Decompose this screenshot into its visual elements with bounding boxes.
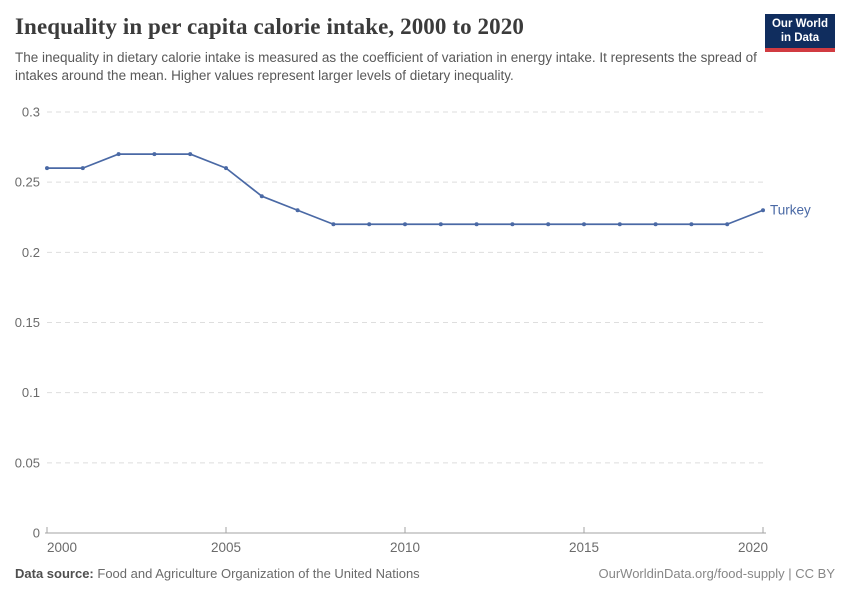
- attribution-link[interactable]: OurWorldinData.org/food-supply | CC BY: [598, 566, 835, 581]
- data-point: [617, 222, 622, 227]
- y-tick-label: 0.15: [15, 315, 40, 330]
- owid-logo-line1: Our World: [771, 18, 828, 30]
- data-point: [331, 222, 336, 227]
- y-tick-label: 0.2: [22, 245, 40, 260]
- data-point: [725, 222, 730, 227]
- series-end-label: Turkey: [770, 203, 811, 218]
- data-point: [546, 222, 551, 227]
- chart-title: Inequality in per capita calorie intake,…: [15, 14, 524, 39]
- x-tick-label: 2005: [211, 540, 241, 555]
- data-point: [80, 166, 85, 171]
- y-tick-label: 0.05: [15, 455, 40, 470]
- data-source-value: Food and Agriculture Organization of the…: [97, 566, 420, 581]
- data-point: [761, 208, 765, 213]
- data-point: [224, 166, 228, 171]
- x-tick-label: 2010: [390, 540, 420, 555]
- data-point: [45, 166, 49, 171]
- chart-footer: Data source: Food and Agriculture Organi…: [15, 566, 835, 582]
- data-point: [188, 152, 193, 157]
- data-point: [116, 152, 121, 157]
- data-point: [152, 152, 157, 157]
- x-tick-label: 2015: [569, 540, 599, 555]
- data-point: [653, 222, 658, 227]
- data-point: [403, 222, 407, 227]
- data-source-label: Data source:: [15, 566, 94, 581]
- owid-logo-line2: in Data: [780, 31, 820, 44]
- data-source: Data source: Food and Agriculture Organi…: [15, 566, 420, 582]
- chart-header: Inequality in per capita calorie intake,…: [15, 12, 765, 84]
- data-point: [510, 222, 515, 227]
- data-point: [367, 222, 372, 227]
- data-point: [689, 222, 694, 227]
- owid-logo: Our World in Data: [764, 14, 835, 52]
- data-point: [438, 222, 443, 227]
- data-point: [474, 222, 479, 227]
- y-tick-label: 0: [33, 526, 40, 541]
- trend-line: [46, 153, 764, 226]
- y-tick-label: 0.3: [22, 105, 40, 120]
- y-tick-label: 0.25: [15, 175, 40, 190]
- data-point: [295, 208, 300, 213]
- chart-subtitle: The inequality in dietary calorie intake…: [15, 50, 757, 83]
- x-tick-label: 2000: [47, 540, 77, 555]
- data-point: [582, 222, 586, 227]
- y-tick-label: 0.1: [22, 385, 40, 400]
- x-tick-label: 2020: [738, 540, 768, 555]
- data-point: [259, 194, 264, 199]
